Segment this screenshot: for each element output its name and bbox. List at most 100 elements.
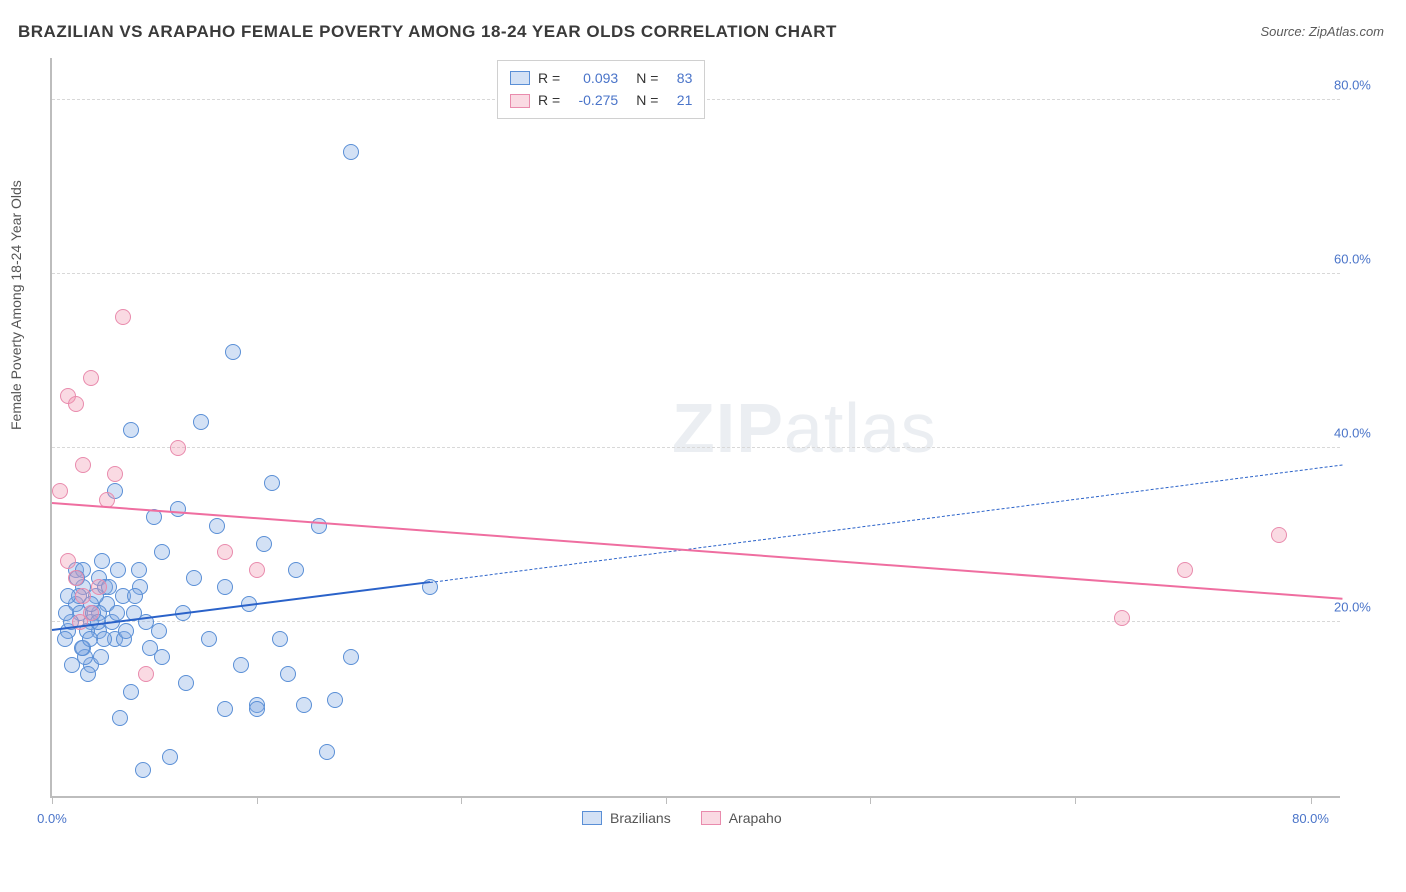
y-tick-label: 40.0%	[1334, 425, 1384, 440]
scatter-point	[217, 579, 233, 595]
scatter-point	[123, 684, 139, 700]
scatter-point	[112, 710, 128, 726]
x-tick	[461, 796, 462, 804]
scatter-point	[178, 675, 194, 691]
scatter-point	[138, 666, 154, 682]
x-tick	[1075, 796, 1076, 804]
legend-series: Brazilians Arapaho	[582, 810, 782, 826]
x-tick	[52, 796, 53, 804]
x-tick	[1311, 796, 1312, 804]
legend-row: R = -0.275 N = 21	[510, 89, 692, 111]
scatter-point	[225, 344, 241, 360]
scatter-point	[82, 631, 98, 647]
legend-r-label: R =	[538, 67, 560, 89]
scatter-point	[343, 649, 359, 665]
y-tick-label: 60.0%	[1334, 251, 1384, 266]
legend-r-label: R =	[538, 89, 560, 111]
scatter-point	[68, 396, 84, 412]
scatter-point	[135, 762, 151, 778]
scatter-point	[1114, 610, 1130, 626]
scatter-point	[57, 631, 73, 647]
y-axis-label: Female Poverty Among 18-24 Year Olds	[8, 180, 24, 430]
x-tick-label: 80.0%	[1292, 811, 1329, 826]
scatter-point	[217, 701, 233, 717]
legend-swatch	[510, 94, 530, 108]
scatter-point	[60, 553, 76, 569]
x-tick	[870, 796, 871, 804]
y-tick-label: 20.0%	[1334, 599, 1384, 614]
legend-r-value: 0.093	[568, 67, 618, 89]
scatter-point	[296, 697, 312, 713]
scatter-point	[151, 623, 167, 639]
scatter-point	[217, 544, 233, 560]
legend-label: Brazilians	[610, 810, 671, 826]
scatter-point	[193, 414, 209, 430]
legend-row: R = 0.093 N = 83	[510, 67, 692, 89]
x-tick	[666, 796, 667, 804]
scatter-point	[170, 501, 186, 517]
legend-n-value: 21	[666, 89, 692, 111]
scatter-point	[249, 701, 265, 717]
scatter-point	[110, 562, 126, 578]
scatter-point	[201, 631, 217, 647]
scatter-point	[186, 570, 202, 586]
scatter-point	[170, 440, 186, 456]
chart-area: ZIPatlas R = 0.093 N = 83 R = -0.275 N = 21 Bra…	[50, 58, 1384, 828]
watermark-atlas: atlas	[784, 389, 937, 467]
chart-title: BRAZILIAN VS ARAPAHO FEMALE POVERTY AMON…	[18, 22, 837, 42]
gridline	[52, 447, 1340, 448]
scatter-point	[256, 536, 272, 552]
gridline	[52, 621, 1340, 622]
scatter-point	[80, 666, 96, 682]
scatter-point	[233, 657, 249, 673]
scatter-point	[288, 562, 304, 578]
scatter-point	[154, 544, 170, 560]
watermark-zip: ZIP	[672, 389, 784, 467]
scatter-point	[83, 370, 99, 386]
x-tick-label: 0.0%	[37, 811, 67, 826]
gridline	[52, 273, 1340, 274]
scatter-point	[1177, 562, 1193, 578]
legend-r-value: -0.275	[568, 89, 618, 111]
scatter-point	[1271, 527, 1287, 543]
scatter-point	[249, 562, 265, 578]
scatter-point	[209, 518, 225, 534]
watermark: ZIPatlas	[672, 388, 937, 468]
source-citation: Source: ZipAtlas.com	[1260, 24, 1384, 39]
scatter-point	[83, 605, 99, 621]
scatter-point	[327, 692, 343, 708]
scatter-point	[68, 570, 84, 586]
scatter-point	[94, 553, 110, 569]
scatter-point	[91, 579, 107, 595]
legend-label: Arapaho	[729, 810, 782, 826]
scatter-point	[96, 631, 112, 647]
scatter-point	[75, 588, 91, 604]
legend-n-label: N =	[636, 67, 658, 89]
scatter-point	[162, 749, 178, 765]
scatter-point	[127, 588, 143, 604]
y-tick-label: 80.0%	[1334, 77, 1384, 92]
legend-item: Brazilians	[582, 810, 671, 826]
x-tick	[257, 796, 258, 804]
scatter-point	[64, 657, 80, 673]
scatter-point	[52, 483, 68, 499]
scatter-point	[60, 588, 76, 604]
trendline	[52, 502, 1342, 600]
scatter-point	[75, 457, 91, 473]
scatter-point	[280, 666, 296, 682]
legend-swatch	[582, 811, 602, 825]
legend-swatch	[701, 811, 721, 825]
scatter-point	[142, 640, 158, 656]
scatter-point	[272, 631, 288, 647]
scatter-point	[264, 475, 280, 491]
scatter-point	[343, 144, 359, 160]
plot-region: ZIPatlas R =0.093N =83R =-0.275N =21 Bra…	[50, 58, 1340, 798]
scatter-point	[107, 466, 123, 482]
scatter-point	[93, 649, 109, 665]
legend-n-value: 83	[666, 67, 692, 89]
legend-n-label: N =	[636, 89, 658, 111]
legend-swatch	[510, 71, 530, 85]
scatter-point	[118, 623, 134, 639]
scatter-point	[123, 422, 139, 438]
scatter-point	[115, 309, 131, 325]
